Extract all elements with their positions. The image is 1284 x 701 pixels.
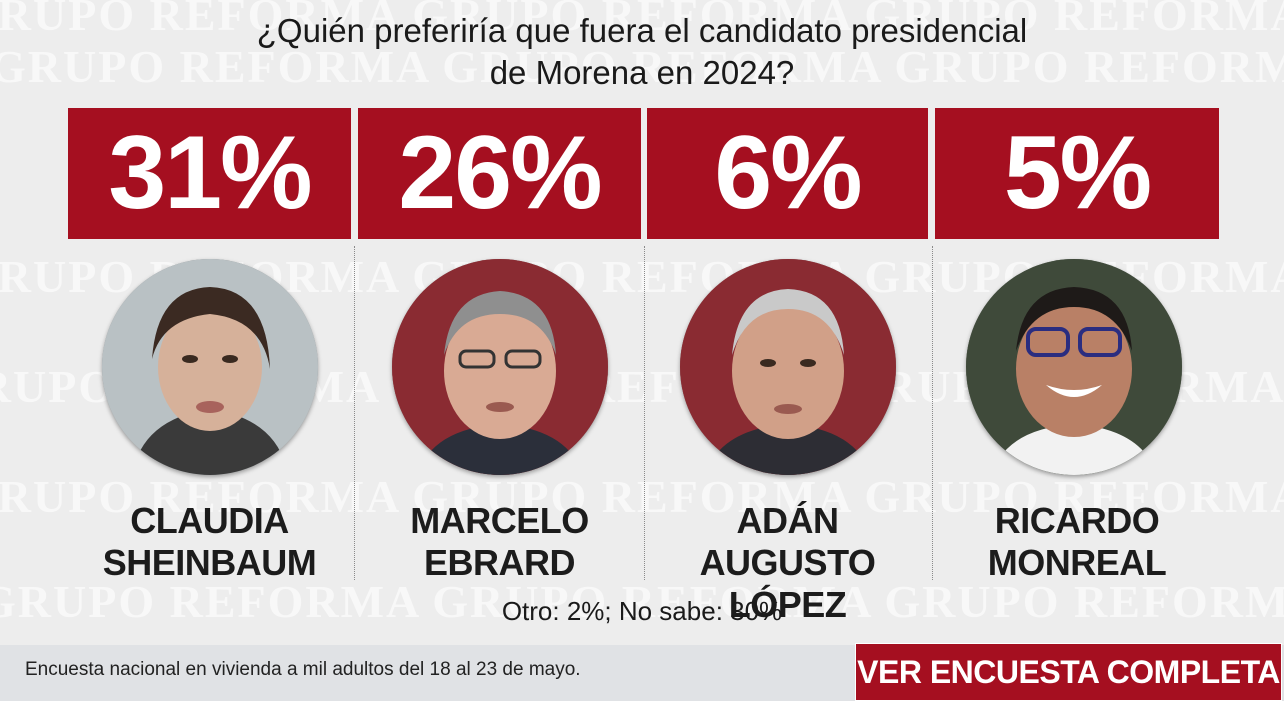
name-line: RICARDO — [994, 500, 1160, 541]
candidate-name-monreal: RICARDO MONREAL — [935, 500, 1219, 584]
avatar-ebrard — [392, 259, 608, 475]
avatar-monreal — [966, 259, 1182, 475]
column-divider — [354, 246, 355, 580]
chart-title: ¿Quién preferiría que fuera el candidato… — [0, 10, 1284, 94]
name-line: LÓPEZ — [728, 584, 847, 625]
other-responses: Otro: 2%; No sabe: 30% — [501, 596, 783, 626]
watermark-text: GRUPO REFORMA GRUPO REFORMA GRUPO REFORM… — [0, 0, 1284, 40]
name-line: CLAUDIA — [130, 500, 289, 541]
name-line: MONREAL — [987, 542, 1167, 583]
value-label-lopez: 6% — [647, 108, 928, 239]
value-label-ebrard: 26% — [358, 108, 641, 239]
candidate-name-lopez: ADÁN AUGUSTO LÓPEZ — [647, 500, 928, 626]
watermark-text: GRUPO REFORMA GRUPO REFORMA GRUPO REFORM… — [0, 471, 1284, 522]
name-line: ADÁN AUGUSTO — [699, 500, 876, 583]
title-line: de Morena en 2024? — [489, 54, 795, 91]
name-line: MARCELO — [410, 500, 589, 541]
column-divider — [932, 246, 933, 580]
avatar-sheinbaum — [102, 259, 318, 475]
view-full-survey-button[interactable]: VER ENCUESTA COMPLETA — [855, 643, 1282, 701]
value-label-monreal: 5% — [935, 108, 1219, 239]
title-line: ¿Quién preferiría que fuera el candidato… — [256, 12, 1028, 49]
survey-source-note: Encuesta nacional en vivienda a mil adul… — [25, 659, 581, 680]
column-divider — [644, 246, 645, 580]
name-line: EBRARD — [423, 542, 576, 583]
watermark-text: GRUPO REFORMA GRUPO REFORMA GRUPO REFORM… — [0, 41, 1284, 92]
name-line: SHEINBAUM — [102, 542, 317, 583]
value-label-sheinbaum: 31% — [68, 108, 351, 239]
candidate-name-ebrard: MARCELO EBRARD — [358, 500, 641, 584]
avatar-lopez — [680, 259, 896, 475]
candidate-name-sheinbaum: CLAUDIA SHEINBAUM — [68, 500, 351, 584]
watermark-text: GRUPO REFORMA GRUPO REFORMA GRUPO REFORM… — [0, 576, 1284, 627]
